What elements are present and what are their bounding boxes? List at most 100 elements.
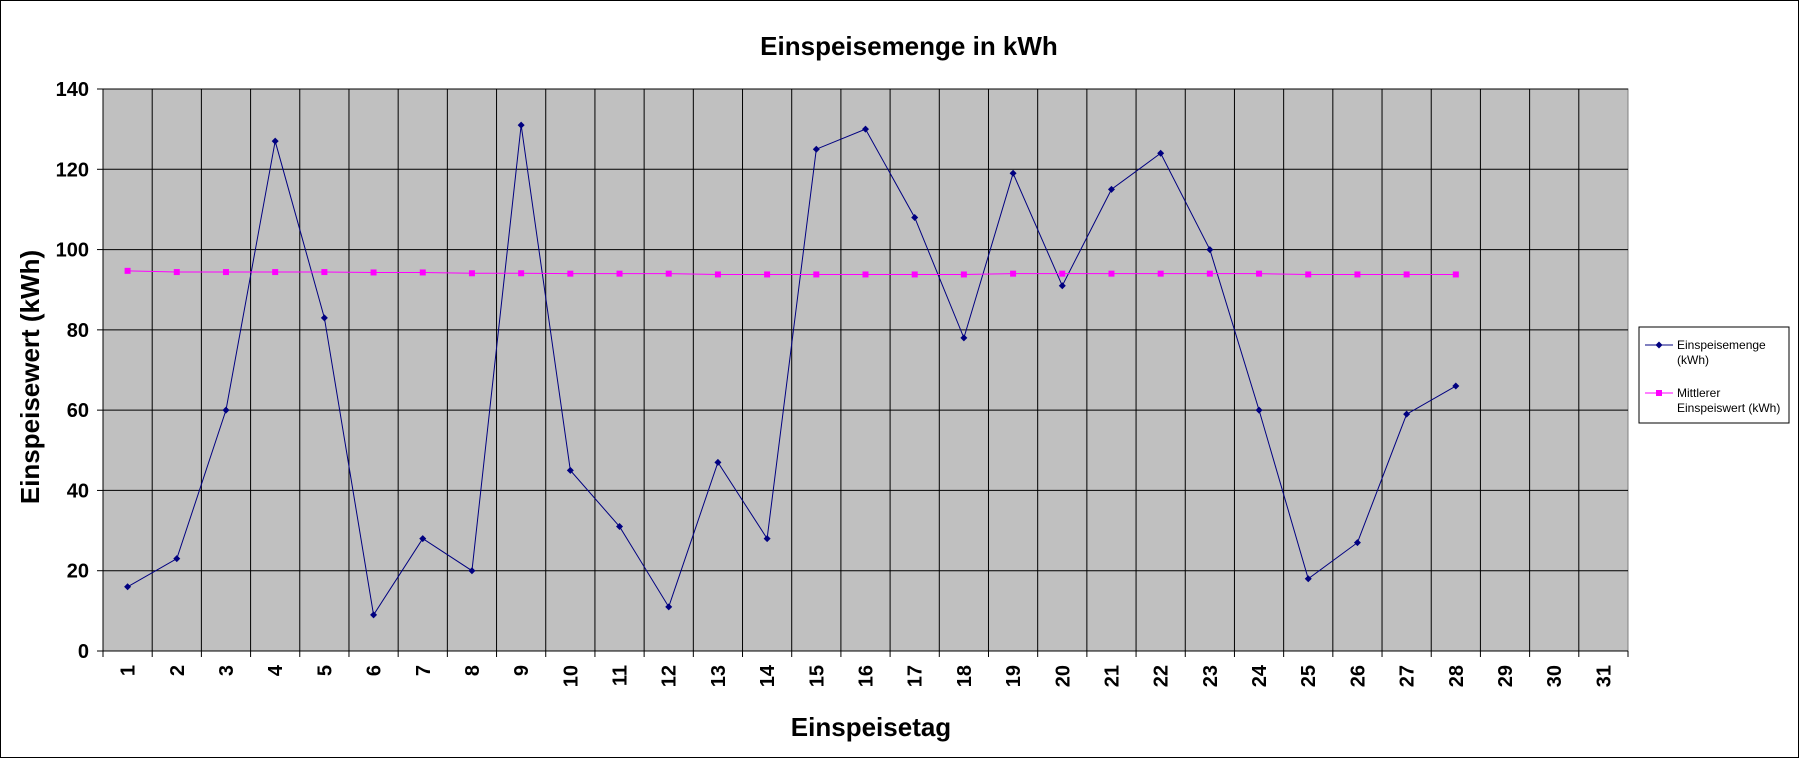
y-axis-title: Einspeisewert (kWh) (15, 250, 45, 504)
y-tick-label: 100 (56, 240, 89, 262)
data-point-square (813, 271, 820, 278)
data-point-square (272, 269, 279, 276)
data-point-square (714, 271, 721, 278)
data-point-diamond (1452, 382, 1460, 390)
data-point-square (124, 267, 131, 274)
x-axis-title: Einspeisetag (791, 712, 951, 742)
legend-label: Einspeisemenge (1677, 338, 1766, 352)
x-tick-label: 12 (659, 665, 681, 687)
x-tick-label: 19 (1003, 665, 1025, 687)
series-line-1 (127, 125, 1457, 617)
x-tick-label: 21 (1101, 665, 1123, 687)
data-point-square (173, 269, 180, 276)
series-line-2 (127, 270, 1456, 275)
data-point-square (419, 269, 426, 276)
data-point-square (1305, 271, 1312, 278)
plot-area (97, 88, 1629, 657)
data-point-diamond (222, 406, 230, 414)
data-point-diamond (616, 523, 624, 531)
data-point-square (960, 271, 967, 278)
data-point-square (222, 269, 229, 276)
data-point-square (1010, 270, 1017, 277)
x-tick-label: 29 (1495, 665, 1517, 687)
y-tick-label: 20 (67, 561, 89, 583)
data-point-diamond (1157, 149, 1165, 157)
data-point-square (911, 271, 918, 278)
x-tick-label: 7 (413, 665, 435, 676)
x-tick-label: 25 (1298, 665, 1320, 687)
data-point-square (764, 271, 771, 278)
data-point-square (616, 270, 623, 277)
x-tick-label: 16 (856, 665, 878, 687)
x-tick-label: 14 (757, 664, 779, 687)
legend-marker-diamond (1655, 341, 1663, 349)
data-point-diamond (517, 121, 525, 129)
data-point-diamond (1255, 406, 1263, 414)
data-point-square (1206, 270, 1213, 277)
legend-label: Mittlerer (1677, 386, 1720, 400)
y-tick-label: 80 (67, 320, 89, 342)
data-point-square (1354, 271, 1361, 278)
data-point-square (1108, 270, 1115, 277)
x-tick-label: 31 (1593, 665, 1615, 687)
data-point-diamond (1403, 410, 1411, 418)
x-tick-label: 15 (806, 665, 828, 687)
x-tick-label: 30 (1544, 665, 1566, 687)
x-tick-label: 11 (610, 665, 632, 686)
data-point-diamond (1304, 575, 1312, 583)
x-tick-label: 24 (1249, 664, 1271, 687)
x-tick-label: 10 (560, 665, 582, 687)
x-tick-label: 6 (364, 665, 386, 676)
y-tick-label: 0 (78, 641, 89, 663)
x-tick-label: 4 (265, 664, 287, 676)
legend: Einspeisemenge(kWh) MittlererEinspeiswert… (1638, 326, 1790, 424)
data-point-square (1403, 271, 1410, 278)
x-tick-label: 27 (1397, 665, 1419, 687)
y-tick-label: 40 (67, 480, 89, 502)
data-point-diamond (1353, 539, 1361, 547)
x-tick-label: 23 (1200, 665, 1222, 687)
data-point-square (1452, 271, 1459, 278)
data-point-square (321, 269, 328, 276)
data-point-diamond (1058, 282, 1066, 290)
x-tick-label: 26 (1347, 665, 1369, 687)
data-point-diamond (370, 611, 378, 619)
legend-label: (kWh) (1677, 353, 1709, 367)
data-point-square (862, 271, 869, 278)
data-point-square (518, 270, 525, 277)
data-point-square (1059, 270, 1066, 277)
data-point-diamond (173, 555, 181, 563)
data-point-diamond (320, 314, 328, 322)
data-point-square (567, 270, 574, 277)
data-point-square (370, 269, 377, 276)
x-tick-label: 9 (511, 665, 533, 676)
y-tick-label: 120 (56, 159, 89, 181)
plot-background (102, 88, 1629, 652)
x-tick-label: 1 (118, 665, 140, 676)
data-point-diamond (1107, 185, 1115, 193)
data-point-diamond (862, 125, 869, 133)
legend-box (1638, 326, 1790, 424)
x-tick-label: 2 (167, 665, 189, 676)
data-point-diamond (468, 567, 476, 575)
x-tick-label: 13 (708, 665, 730, 687)
data-point-diamond (960, 334, 968, 342)
x-tick-label: 20 (1052, 665, 1074, 687)
data-point-diamond (566, 466, 574, 474)
data-point-diamond (124, 583, 132, 591)
data-point-diamond (812, 145, 820, 153)
data-point-diamond (714, 458, 722, 466)
data-point-diamond (911, 213, 919, 221)
data-point-diamond (665, 603, 673, 611)
y-tick-label: 60 (67, 400, 89, 422)
x-tick-label: 8 (462, 665, 484, 676)
chart-title: Einspeisemenge in kWh (760, 31, 1058, 61)
data-point-diamond (1206, 246, 1214, 254)
x-tick-label: 28 (1446, 665, 1468, 687)
data-point-square (1157, 270, 1164, 277)
legend-marker-square (1656, 390, 1662, 396)
data-point-diamond (1009, 169, 1017, 177)
data-point-square (665, 270, 672, 277)
